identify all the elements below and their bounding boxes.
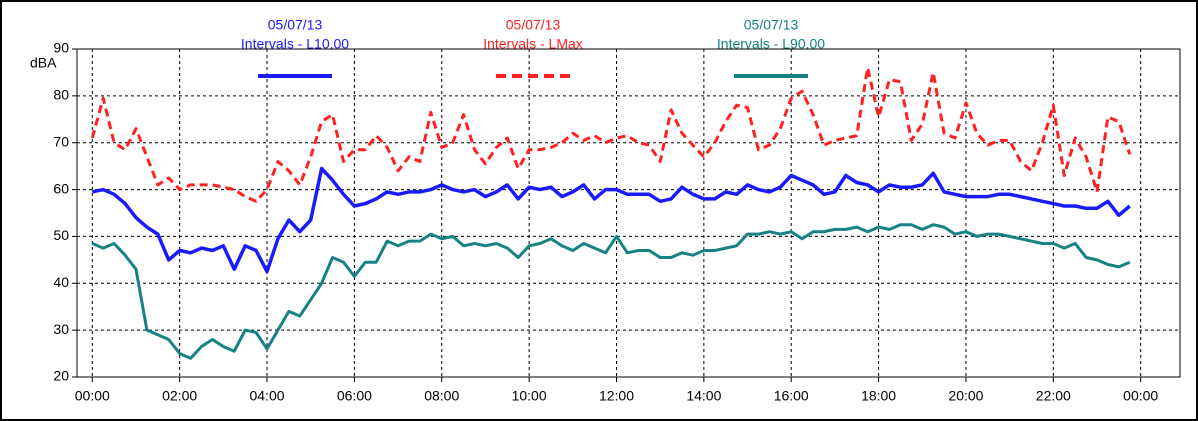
series-line	[91, 166, 1131, 274]
x-tick-label: 10:00	[512, 388, 547, 404]
legend-label: Intervals - L10.00	[241, 36, 349, 52]
x-tick-label: 14:00	[686, 388, 721, 404]
y-tick-label: 60	[53, 180, 69, 196]
x-tick-label: 04:00	[249, 388, 284, 404]
series-line	[91, 223, 1131, 360]
x-tick-label: 18:00	[861, 388, 896, 404]
legend-date: 05/07/13	[268, 17, 323, 33]
x-tick-label: 12:00	[599, 388, 634, 404]
x-tick-label: 00:00	[1123, 388, 1158, 404]
y-tick-label: 50	[53, 227, 69, 243]
x-tick-label: 00:00	[75, 388, 110, 404]
x-tick-label: 22:00	[1036, 388, 1071, 404]
y-tick-label: 70	[53, 133, 69, 149]
x-tick-label: 16:00	[774, 388, 809, 404]
plot-area	[76, 48, 1181, 378]
legend-date: 05/07/13	[506, 17, 561, 33]
series-line	[90, 66, 1132, 203]
y-tick-label: 20	[53, 368, 69, 384]
x-tick-label: 20:00	[948, 388, 983, 404]
legend-date: 05/07/13	[744, 17, 799, 33]
legend-label: Intervals - LMax	[483, 36, 583, 52]
x-tick-label: 06:00	[337, 388, 372, 404]
x-tick-label: 08:00	[424, 388, 459, 404]
x-tick-label: 02:00	[162, 388, 197, 404]
y-tick-label: 40	[53, 274, 69, 290]
legend-label: Intervals - L90.00	[717, 36, 825, 52]
y-tick-label: 90	[53, 40, 69, 56]
y-tick-label: 80	[53, 87, 69, 103]
y-tick-label: 30	[53, 321, 69, 337]
y-axis-label: dBA	[30, 55, 57, 71]
